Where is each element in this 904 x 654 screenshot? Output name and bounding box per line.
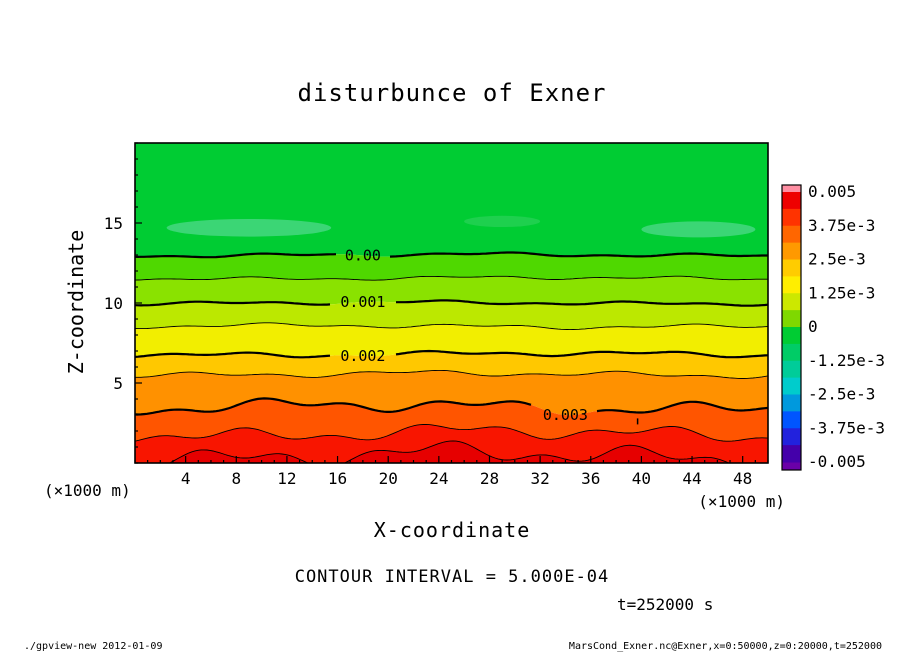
- y-tick-label: 10: [104, 294, 123, 313]
- colorbar-label: -3.75e-3: [808, 418, 885, 437]
- colorbar-label: 0.005: [808, 182, 856, 201]
- x-tick-label: 4: [181, 469, 191, 488]
- colorbar-segment: [782, 208, 801, 227]
- y-tick-label: 15: [104, 214, 123, 233]
- contour-line: [135, 252, 337, 259]
- contour-band: [135, 322, 768, 358]
- colorbar-segment: [782, 428, 801, 446]
- contour-line: [168, 440, 730, 463]
- colorbar-label: -0.005: [808, 452, 866, 471]
- contour-label: 0.003: [543, 406, 588, 424]
- colorbar-segment: [782, 411, 801, 429]
- x-tick-label: 40: [632, 469, 651, 488]
- colorbar-border: [781, 184, 802, 471]
- colorbar-segment: [782, 377, 801, 396]
- contour-line: [135, 300, 331, 307]
- contour-line: [135, 322, 768, 331]
- colorbar-segment: [782, 394, 801, 412]
- contour-label: 0.002: [340, 347, 385, 365]
- colorbar-label: 0: [808, 317, 818, 336]
- contour-line: [395, 349, 768, 359]
- x-axis-unit: (×1000 m): [698, 492, 785, 511]
- contour-interval-text: CONTOUR INTERVAL = 5.000E-04: [294, 567, 610, 587]
- filled-contour-bands: [135, 143, 768, 463]
- contour-line: [135, 351, 331, 359]
- colorbar-label: 1.25e-3: [808, 283, 875, 302]
- contour-band: [135, 276, 768, 306]
- colorbar-label: -2.5e-3: [808, 385, 875, 404]
- x-tick-label: 28: [480, 469, 499, 488]
- colorbar-segment: [782, 242, 801, 261]
- contour-label: 0.00: [345, 246, 381, 264]
- contour-line: [135, 397, 532, 416]
- colorbar-cap-top: [782, 185, 801, 192]
- colorbar-segment: [782, 192, 801, 210]
- x-tick-label: 24: [429, 469, 448, 488]
- field-patch: [464, 215, 541, 227]
- contour-lines: [135, 251, 768, 463]
- footer-right: MarsCond_Exner.nc@Exner,x=0:50000,z=0:20…: [568, 641, 882, 652]
- colorbar-segment: [782, 445, 801, 463]
- colorbar-segment: [782, 276, 801, 294]
- colorbar-segment: [782, 310, 801, 328]
- contour-band: [135, 252, 768, 281]
- contour-label: 0.001: [340, 293, 385, 311]
- contour-line: [389, 251, 768, 258]
- y-axis-unit: (×1000 m): [44, 481, 131, 500]
- contour-line: [396, 299, 768, 307]
- contour-line: [135, 369, 768, 379]
- x-tick-label: 8: [231, 469, 241, 488]
- colorbar-label: 2.5e-3: [808, 250, 866, 269]
- contour-band: [135, 441, 768, 463]
- colorbar-segment: [782, 259, 801, 277]
- x-tick-label: 16: [328, 469, 347, 488]
- axis-ticks: [134, 142, 769, 464]
- contour-band: [135, 398, 768, 442]
- contour-band: [135, 300, 768, 330]
- colorbar-segment: [782, 327, 801, 345]
- time-annotation: t=252000 s: [617, 595, 714, 614]
- contour-band: [135, 424, 768, 463]
- contour-band: [135, 370, 768, 416]
- contour-line: [135, 424, 768, 442]
- colorbar-segment: [782, 360, 801, 379]
- chart-title: disturbunce of Exner: [297, 79, 607, 107]
- x-tick-label: 48: [733, 469, 752, 488]
- x-tick-label: 36: [581, 469, 600, 488]
- colorbar-segment: [782, 293, 801, 311]
- colorbar-segment: [782, 343, 801, 362]
- x-tick-label: 12: [277, 469, 296, 488]
- field-patch: [166, 219, 332, 237]
- contour-line: [596, 400, 768, 414]
- contour-line: [135, 275, 768, 281]
- x-tick-label: 32: [530, 469, 549, 488]
- colorbar-label: 3.75e-3: [808, 216, 875, 235]
- x-tick-label: 44: [682, 469, 701, 488]
- x-tick-label: 20: [379, 469, 398, 488]
- contour-band: [135, 143, 768, 258]
- y-tick-label: 5: [113, 374, 123, 393]
- x-axis-label: X-coordinate: [373, 518, 531, 542]
- colorbar-segment: [782, 225, 801, 244]
- footer-left: ./gpview-new 2012-01-09: [24, 641, 163, 652]
- colorbar: 0.005 3.75e-3 2.5e-3 1.25e-3 0 -1.25e-3 -2.5e-…: [781, 182, 885, 471]
- colorbar-cap-bottom: [782, 462, 801, 470]
- colorbar-label: -1.25e-3: [808, 351, 885, 370]
- field-patch: [641, 221, 756, 238]
